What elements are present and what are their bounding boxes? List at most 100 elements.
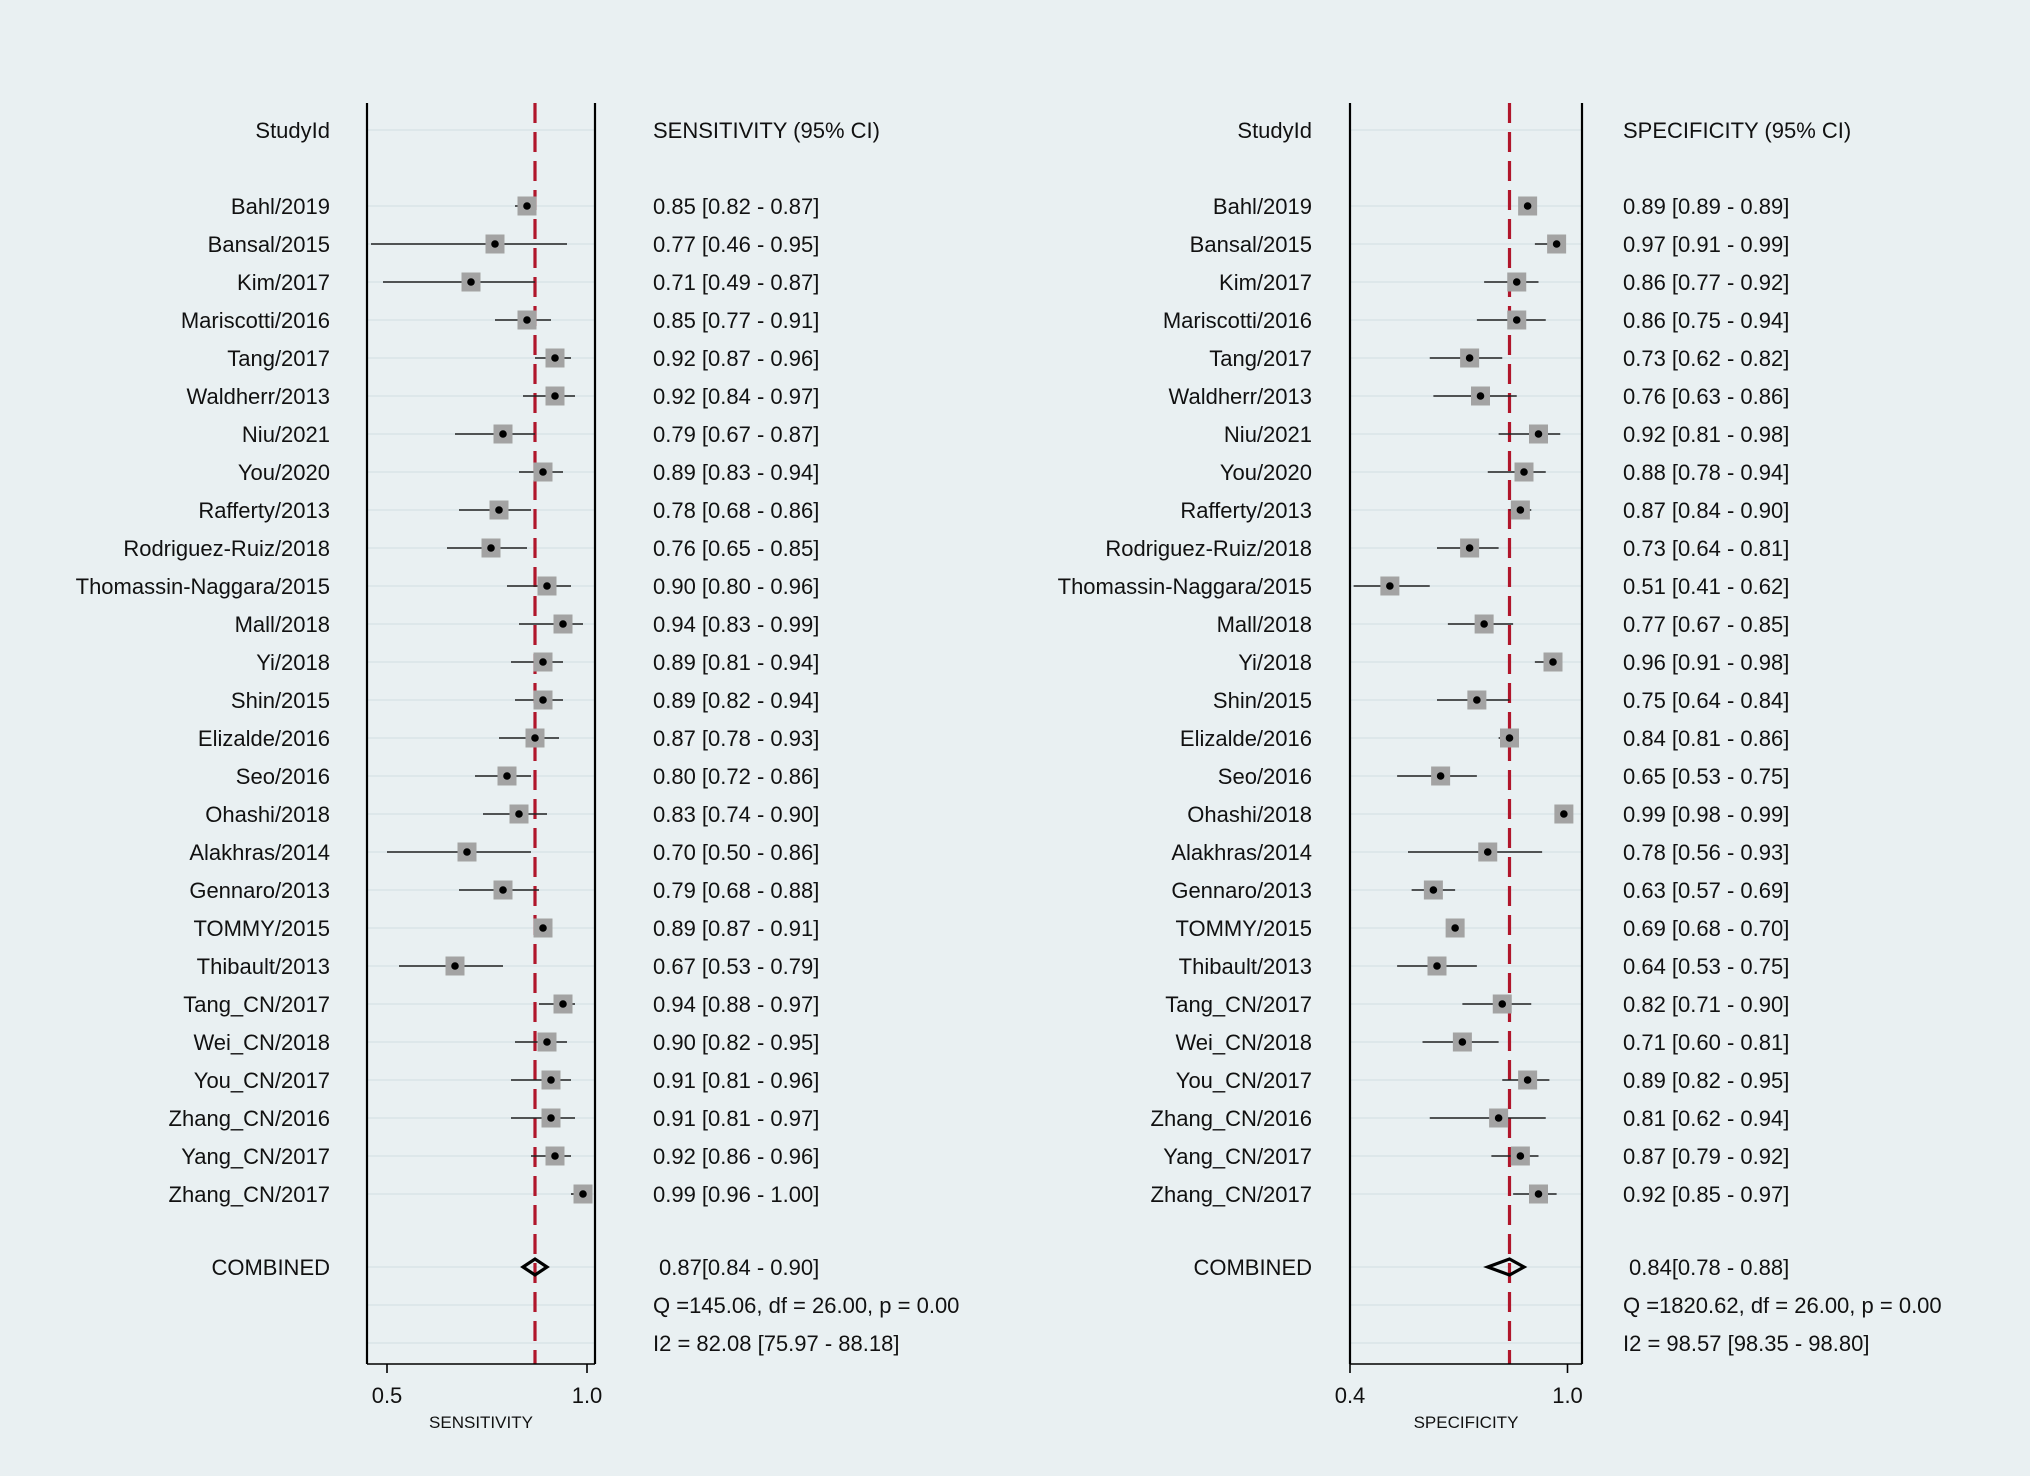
study-label: Ohashi/2018 xyxy=(1187,802,1312,827)
point-estimate xyxy=(1549,658,1557,666)
estimate-label: 0.69 [0.68 - 0.70] xyxy=(1623,916,1789,941)
study-label: Waldherr/2013 xyxy=(1169,384,1312,409)
study-label: Niu/2021 xyxy=(1224,422,1312,447)
estimate-label: 0.73 [0.64 - 0.81] xyxy=(1623,536,1789,561)
study-label: Zhang_CN/2016 xyxy=(169,1106,330,1131)
point-estimate xyxy=(463,848,471,856)
study-label: Kim/2017 xyxy=(237,270,330,295)
point-estimate xyxy=(499,430,507,438)
estimate-label: 0.89 [0.87 - 0.91] xyxy=(653,916,819,941)
estimate-label: 0.79 [0.68 - 0.88] xyxy=(653,878,819,903)
point-estimate xyxy=(539,468,547,476)
point-estimate xyxy=(1516,506,1525,514)
study-header: StudyId xyxy=(255,118,330,143)
estimate-label: 0.99 [0.98 - 0.99] xyxy=(1623,802,1789,827)
estimate-header: SENSITIVITY (95% CI) xyxy=(653,118,880,143)
estimate-label: 0.97 [0.91 - 0.99] xyxy=(1623,232,1789,257)
point-estimate xyxy=(467,278,475,286)
estimate-label: 0.75 [0.64 - 0.84] xyxy=(1623,688,1789,713)
study-label: Elizalde/2016 xyxy=(1180,726,1312,751)
point-estimate xyxy=(1433,962,1441,970)
estimate-label: 0.89 [0.82 - 0.94] xyxy=(653,688,819,713)
study-label: Zhang_CN/2017 xyxy=(169,1182,330,1207)
point-estimate xyxy=(1560,810,1568,818)
study-label: Bahl/2019 xyxy=(1213,194,1312,219)
study-label: Gennaro/2013 xyxy=(189,878,330,903)
point-estimate xyxy=(547,1076,555,1084)
estimate-label: 0.92 [0.85 - 0.97] xyxy=(1623,1182,1789,1207)
point-estimate xyxy=(547,1114,555,1122)
estimate-label: 0.92 [0.86 - 0.96] xyxy=(653,1144,819,1169)
estimate-label: 0.78 [0.68 - 0.86] xyxy=(653,498,819,523)
estimate-header: SPECIFICITY (95% CI) xyxy=(1623,118,1851,143)
point-estimate xyxy=(551,392,559,400)
study-header: StudyId xyxy=(1237,118,1312,143)
estimate-label: 0.89 [0.83 - 0.94] xyxy=(653,460,819,485)
study-label: Alakhras/2014 xyxy=(1171,840,1312,865)
x-tick-label: 0.4 xyxy=(1335,1383,1366,1408)
point-estimate xyxy=(451,962,459,970)
study-label: Alakhras/2014 xyxy=(189,840,330,865)
study-label: Mariscotti/2016 xyxy=(181,308,330,333)
estimate-label: 0.77 [0.67 - 0.85] xyxy=(1623,612,1789,637)
study-label: Kim/2017 xyxy=(1219,270,1312,295)
combined-diamond xyxy=(520,1257,550,1277)
study-label: Tang_CN/2017 xyxy=(1165,992,1312,1017)
point-estimate xyxy=(523,202,531,210)
estimate-label: 0.91 [0.81 - 0.97] xyxy=(653,1106,819,1131)
point-estimate xyxy=(1505,734,1514,742)
estimate-label: 0.90 [0.80 - 0.96] xyxy=(653,574,819,599)
estimate-label: 0.89 [0.81 - 0.94] xyxy=(653,650,819,675)
point-estimate xyxy=(491,240,499,248)
study-label: Mall/2018 xyxy=(235,612,330,637)
study-label: Waldherr/2013 xyxy=(187,384,330,409)
study-label: Shin/2015 xyxy=(231,688,330,713)
point-estimate xyxy=(523,316,531,324)
point-estimate xyxy=(543,582,551,590)
study-label: Wei_CN/2018 xyxy=(1175,1030,1312,1055)
study-label: Yi/2018 xyxy=(1238,650,1312,675)
estimate-label: 0.91 [0.81 - 0.96] xyxy=(653,1068,819,1093)
point-estimate xyxy=(551,354,559,362)
study-label: Mall/2018 xyxy=(1217,612,1312,637)
estimate-label: 0.96 [0.91 - 0.98] xyxy=(1623,650,1789,675)
point-estimate xyxy=(559,1000,567,1008)
estimate-label: 0.85 [0.77 - 0.91] xyxy=(653,308,819,333)
estimate-label: 0.77 [0.46 - 0.95] xyxy=(653,232,819,257)
point-estimate xyxy=(539,696,547,704)
point-estimate xyxy=(1523,1076,1532,1084)
estimate-label: 0.89 [0.82 - 0.95] xyxy=(1623,1068,1789,1093)
combined-diamond xyxy=(1483,1257,1528,1277)
study-label: Tang/2017 xyxy=(1209,346,1312,371)
estimate-label: 0.92 [0.84 - 0.97] xyxy=(653,384,819,409)
estimate-label: 0.76 [0.65 - 0.85] xyxy=(653,536,819,561)
point-estimate xyxy=(1436,772,1445,780)
estimate-label: 0.92 [0.81 - 0.98] xyxy=(1623,422,1789,447)
estimate-label: 0.65 [0.53 - 0.75] xyxy=(1623,764,1789,789)
point-estimate xyxy=(1458,1038,1467,1046)
point-estimate xyxy=(1476,392,1485,400)
point-estimate xyxy=(539,924,547,932)
study-label: Elizalde/2016 xyxy=(198,726,330,751)
point-estimate xyxy=(1520,468,1528,476)
combined-label: COMBINED xyxy=(211,1255,330,1280)
study-label: Thomassin-Naggara/2015 xyxy=(1058,574,1312,599)
x-axis-title: SENSITIVITY xyxy=(429,1413,533,1432)
study-label: TOMMY/2015 xyxy=(193,916,330,941)
estimate-label: 0.76 [0.63 - 0.86] xyxy=(1623,384,1789,409)
point-estimate xyxy=(495,506,503,514)
point-estimate xyxy=(543,1038,551,1046)
study-label: You/2020 xyxy=(1220,460,1312,485)
heterogeneity-q: Q =1820.62, df = 26.00, p = 0.00 xyxy=(1623,1293,1942,1318)
estimate-label: 0.89 [0.89 - 0.89] xyxy=(1623,194,1789,219)
estimate-label: 0.92 [0.87 - 0.96] xyxy=(653,346,819,371)
study-label: Yang_CN/2017 xyxy=(181,1144,330,1169)
estimate-label: 0.67 [0.53 - 0.79] xyxy=(653,954,819,979)
study-label: Rafferty/2013 xyxy=(1180,498,1312,523)
estimate-label: 0.81 [0.62 - 0.94] xyxy=(1623,1106,1789,1131)
study-label: Zhang_CN/2017 xyxy=(1151,1182,1312,1207)
estimate-label: 0.94 [0.88 - 0.97] xyxy=(653,992,819,1017)
estimate-label: 0.79 [0.67 - 0.87] xyxy=(653,422,819,447)
point-estimate xyxy=(1483,848,1492,856)
